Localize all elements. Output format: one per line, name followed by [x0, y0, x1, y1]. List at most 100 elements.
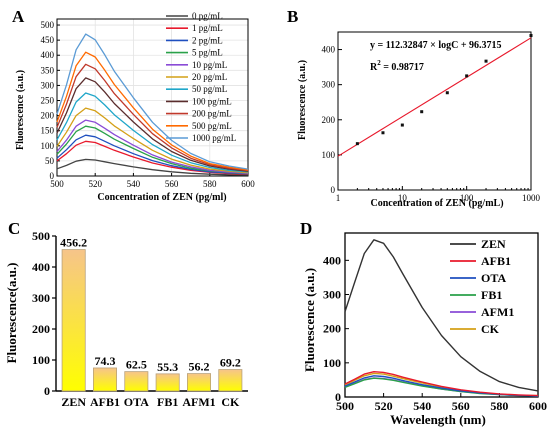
panel-c-category-label: OTA	[124, 395, 149, 409]
panel-c-y-tick-label: 100	[32, 353, 50, 367]
panel-a-legend-label: 10 pg/mL	[192, 60, 227, 70]
panel-c-y-tick-label: 0	[44, 384, 50, 398]
panel-a-x-tick-label: 500	[50, 179, 64, 189]
panel-b-x-axis-label: Concentration of ZEN (pg/mL)	[370, 198, 503, 209]
panel-b-data-point	[445, 91, 449, 95]
panel-a-series-line	[56, 92, 249, 173]
panel-d-series-line	[344, 239, 539, 392]
panel-a-y-tick-label: 450	[41, 35, 55, 45]
panel-c-category-label: CK	[221, 395, 240, 409]
panel-a-y-tick-label: 0	[50, 171, 55, 181]
panel-c-bar	[187, 373, 211, 392]
panel-a-y-tick-label: 100	[41, 141, 55, 151]
panel-d-x-tick-label: 500	[336, 399, 354, 413]
panel-d-x-axis-label: Wavelength (nm)	[390, 412, 486, 427]
panel-d-y-tick-label: 200	[323, 322, 341, 336]
panel-d-legend-label: AFB1	[481, 254, 511, 268]
panel-a-x-tick-label: 580	[203, 179, 217, 189]
panel-d-y-tick-label: 400	[323, 253, 341, 267]
panel-a-x-tick-label: 540	[127, 179, 141, 189]
panel-a-y-tick-label: 200	[41, 111, 55, 121]
panel-d-x-tick-label: 520	[375, 399, 393, 413]
panel-b-calibration-curve: B 1 10 100 1000 0 100 200 300 400 y = 112.32847 …	[287, 7, 541, 209]
panel-b-data-point	[484, 59, 488, 63]
panel-c-bar-value-label: 62.5	[126, 358, 147, 372]
panel-a-y-tick-label: 350	[41, 65, 55, 75]
panel-b-x-tick-label: 1000	[522, 193, 541, 203]
panel-b-y-tick-label: 300	[322, 80, 336, 90]
panel-a-y-axis-label: Fluorescence (a.u.)	[15, 70, 26, 150]
panel-d-y-tick-label: 0	[335, 390, 341, 404]
panel-c-bar	[155, 373, 180, 392]
panel-b-x-tick-label: 1	[336, 193, 341, 203]
r-squared-value: = 0.98717	[381, 62, 424, 73]
panel-c-letter: C	[8, 219, 20, 238]
panel-d-legend-label: AFM1	[481, 305, 514, 319]
panel-a-plot-frame	[56, 18, 249, 177]
panel-a-legend-label: 20 pg/mL	[192, 72, 227, 82]
panel-b-plot-frame	[337, 31, 532, 191]
panel-a-y-tick-label: 150	[41, 126, 55, 136]
panel-b-data-point	[355, 142, 359, 146]
panel-b-r-squared: R2 = 0.98717	[370, 59, 424, 73]
panel-b-y-tick-label: 100	[322, 150, 336, 160]
panel-a-series-line	[56, 134, 249, 175]
r-squared-superscript: 2	[377, 59, 381, 67]
panel-c-y-axis-label: Fluorescence(a.u.)	[4, 263, 19, 364]
panel-b-x-tick-label: 10	[398, 193, 408, 203]
panel-d-legend-label: CK	[481, 322, 500, 336]
panel-d-letter: D	[300, 219, 312, 238]
panel-b-y-tick-label: 0	[331, 185, 336, 195]
panel-d-y-tick-label: 100	[323, 356, 341, 370]
panel-a-series-line	[56, 107, 249, 174]
panel-b-fit-line	[337, 37, 532, 157]
panel-a-x-axis-label: Concentration of ZEN (pg/ml)	[97, 192, 226, 203]
panel-a-series-line	[56, 63, 249, 172]
panel-a-x-tick-label: 560	[165, 179, 179, 189]
panel-a-y-tick-label: 400	[41, 50, 55, 60]
panel-a-legend-label: 0 pg/mL	[192, 11, 223, 21]
panel-c-bar	[61, 249, 86, 392]
panel-d-legend-label: FB1	[481, 288, 502, 302]
panel-c-bar	[218, 369, 243, 392]
panel-c-category-label: AFB1	[90, 395, 120, 409]
panel-d-y-tick-label: 300	[323, 288, 341, 302]
panel-c-category-label: AFM1	[182, 395, 215, 409]
panel-b-data-point	[420, 110, 424, 114]
panel-a-legend-label: 5 pg/mL	[192, 48, 223, 58]
panel-c-category-label: ZEN	[61, 395, 86, 409]
panel-a-legend-label: 2 pg/mL	[192, 35, 223, 45]
r-squared-prefix: R	[370, 62, 378, 73]
panel-d-x-tick-label: 580	[490, 399, 508, 413]
panel-b-data-point	[400, 123, 404, 127]
panel-b-letter: B	[287, 7, 298, 26]
panel-c-y-tick-label: 500	[32, 229, 50, 243]
panel-c-y-tick-label: 400	[32, 260, 50, 274]
panel-a-legend-label: 1 pg/mL	[192, 23, 223, 33]
panel-a-legend-label: 50 pg/mL	[192, 84, 227, 94]
panel-a-series-line	[56, 125, 249, 175]
panel-a-legend-label: 1000 pg/mL	[192, 133, 236, 143]
panel-c-y-tick-label: 200	[32, 322, 50, 336]
panel-a-legend-label: 100 pg/mL	[192, 96, 232, 106]
panel-a-legend-label: 200 pg/mL	[192, 109, 232, 119]
panel-a-y-tick-label: 500	[41, 20, 55, 30]
panel-c-y-tick-label: 300	[32, 291, 50, 305]
panel-a-y-tick-label: 50	[45, 156, 55, 166]
panel-a-y-tick-label: 250	[41, 96, 55, 106]
panel-d-y-axis-label: Fluorescence (a.u.)	[302, 268, 317, 372]
panel-a-x-tick-label: 600	[241, 179, 255, 189]
panel-a-letter: A	[12, 7, 25, 26]
panel-c-bar-value-label: 55.3	[157, 360, 178, 374]
panel-c-bar-value-label: 456.2	[60, 236, 87, 250]
panel-c-bar-value-label: 74.3	[95, 354, 116, 368]
panel-b-equation: y = 112.32847 × logC + 96.3715	[370, 40, 502, 51]
panel-c-category-label: FB1	[157, 395, 178, 409]
panel-a-y-tick-label: 300	[41, 80, 55, 90]
panel-d-plot-frame	[344, 232, 539, 398]
panel-c-bar-value-label: 69.2	[220, 356, 241, 370]
panel-c-bar	[93, 367, 117, 392]
panel-a-series-line	[56, 158, 249, 176]
panel-d-legend-label: ZEN	[481, 237, 506, 251]
